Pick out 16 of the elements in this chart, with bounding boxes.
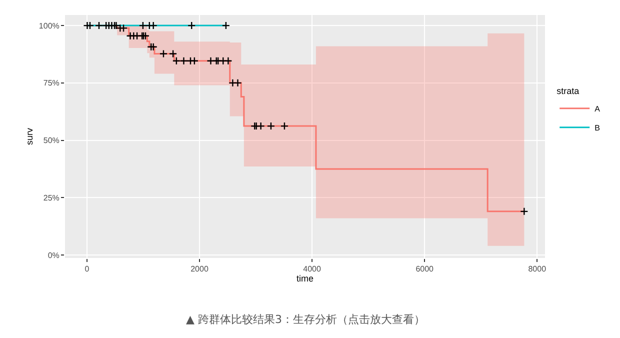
y-tick-label: 50% <box>43 136 60 146</box>
x-tick-label: 6000 <box>416 264 434 274</box>
y-axis-title: surv <box>24 128 34 146</box>
x-tick-label: 2000 <box>190 264 209 274</box>
y-tick-label: 75% <box>43 78 60 88</box>
x-tick-label: 0 <box>84 264 90 274</box>
x-tick-label: 8000 <box>528 264 547 274</box>
y-tick-label: 25% <box>43 193 60 202</box>
y-tick-label: 0% <box>48 250 60 260</box>
legend-label: A <box>594 104 601 114</box>
legend-label: B <box>594 124 600 133</box>
legend-title: strata <box>556 86 580 96</box>
text: ▲ 跨群体比较结果3：生存分析（点击放大查看） <box>186 313 425 326</box>
x-tick-label: 4000 <box>303 264 322 274</box>
x-axis-title: time <box>296 274 314 284</box>
y-tick-label: 100% <box>38 21 60 30</box>
